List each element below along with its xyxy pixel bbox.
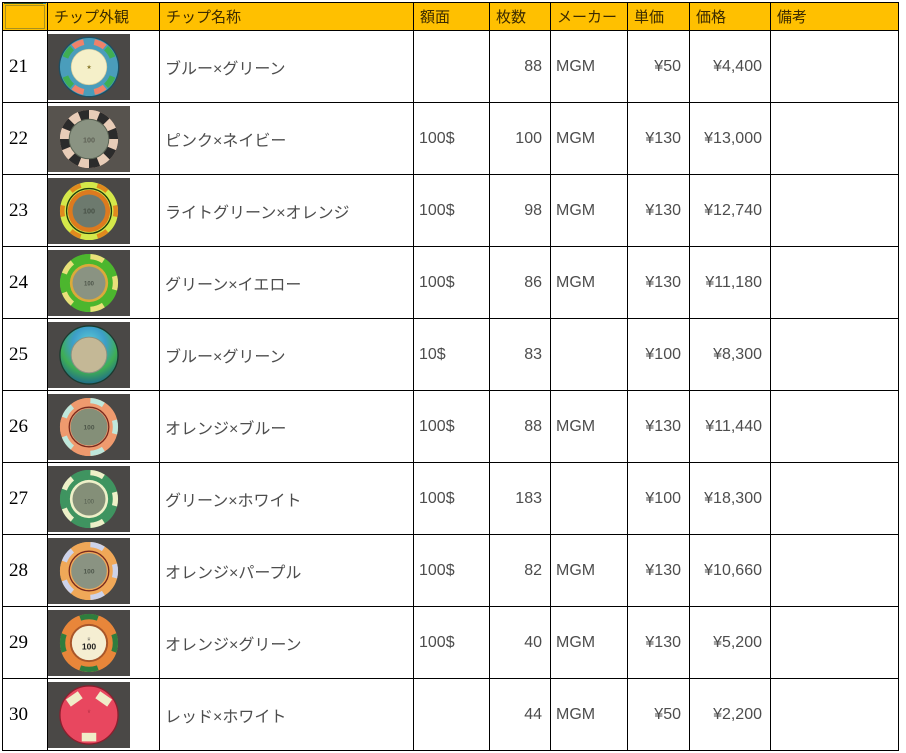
svg-text:100: 100 xyxy=(83,568,94,575)
svg-text:100: 100 xyxy=(83,206,95,215)
svg-text:100: 100 xyxy=(84,499,95,505)
svg-text:100: 100 xyxy=(82,641,97,651)
svg-text:100: 100 xyxy=(83,424,94,431)
svg-text:♕: ♕ xyxy=(87,708,91,713)
svg-text:★: ★ xyxy=(86,63,91,70)
svg-text:100: 100 xyxy=(84,281,95,287)
svg-text:♕: ♕ xyxy=(87,636,91,641)
svg-text:100: 100 xyxy=(83,135,95,144)
